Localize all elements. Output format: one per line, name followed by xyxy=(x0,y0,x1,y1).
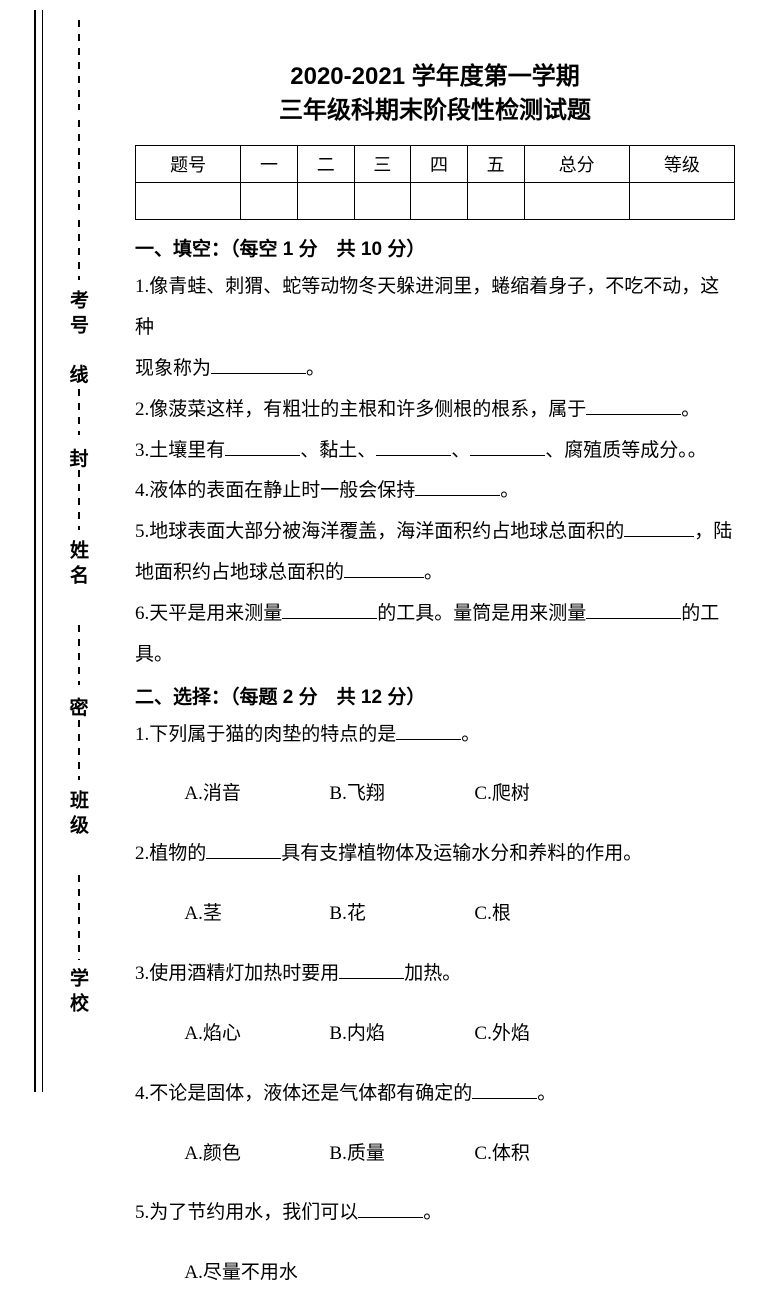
margin-dash-1 xyxy=(78,875,80,960)
blank xyxy=(358,1199,423,1218)
opt-b: B.飞翔 xyxy=(329,774,474,815)
margin-label-name: 姓名 xyxy=(67,540,91,590)
s2-q1-opts: A.消音B.飞翔C.爬树 xyxy=(135,774,735,815)
score-header: 三 xyxy=(354,146,411,183)
margin-label-school: 学校 xyxy=(67,968,91,1018)
opt-c: C.根 xyxy=(474,894,619,935)
blank xyxy=(206,840,281,859)
score-cell xyxy=(524,183,629,220)
blank xyxy=(211,355,306,374)
opt-a: A.茎 xyxy=(184,894,329,935)
page-content: 2020-2021 学年度第一学期 三年级科期末阶段性检测试题 题号 一 二 三… xyxy=(135,60,735,1313)
seal-char-feng: 封 xyxy=(68,444,90,471)
score-cell xyxy=(241,183,298,220)
s2-q4-opts: A.颜色B.质量C.体积 xyxy=(135,1134,735,1175)
blank xyxy=(225,437,300,456)
score-header: 四 xyxy=(411,146,468,183)
margin-outer-line xyxy=(34,10,36,1092)
s2-q5: 5.为了节约用水，我们可以。 xyxy=(135,1193,735,1234)
s2-q1: 1.下列属于猫的肉垫的特点的是。 xyxy=(135,715,735,756)
seal-char-mi: 密 xyxy=(68,693,90,720)
blank xyxy=(376,437,451,456)
blank xyxy=(624,518,694,537)
blank xyxy=(472,1080,537,1099)
score-cell xyxy=(467,183,524,220)
blank xyxy=(282,600,377,619)
margin-dash-8 xyxy=(78,20,80,110)
s1-q1-line1: 1.像青蛙、刺猬、蛇等动物冬天躲进洞里，蜷缩着身子，不吃不动，这种 xyxy=(135,267,735,349)
s2-q2: 2.植物的具有支撑植物体及运输水分和养料的作用。 xyxy=(135,834,735,875)
s1-q4: 4.液体的表面在静止时一般会保持。 xyxy=(135,471,735,512)
opt-a: A.焰心 xyxy=(184,1014,329,1055)
s2-q3: 3.使用酒精灯加热时要用加热。 xyxy=(135,954,735,995)
opt-c: C.爬树 xyxy=(474,774,619,815)
margin-dash-2 xyxy=(78,720,80,780)
blank xyxy=(586,396,681,415)
opt-a: A.消音 xyxy=(184,774,329,815)
s1-q3: 3.土壤里有、黏土、、、腐殖质等成分。。 xyxy=(135,431,735,472)
opt-c: C.外焰 xyxy=(474,1014,619,1055)
s2-q4: 4.不论是固体，液体还是气体都有确定的。 xyxy=(135,1074,735,1115)
section2-title: 二、选择：（每题 2 分 共 12 分） xyxy=(135,682,735,709)
s2-q2-opts: A.茎B.花C.根 xyxy=(135,894,735,935)
margin-label-class: 班级 xyxy=(67,790,91,840)
opt-b: B.花 xyxy=(329,894,474,935)
page-subtitle: 三年级科期末阶段性检测试题 xyxy=(135,94,735,128)
s1-q5-line1: 5.地球表面大部分被海洋覆盖，海洋面积约占地球总面积的，陆 xyxy=(135,512,735,553)
s1-q1-line2: 现象称为。 xyxy=(135,349,735,390)
margin-dash-7 xyxy=(78,120,80,210)
score-header: 等级 xyxy=(629,146,734,183)
seal-char-xian: 线 xyxy=(68,360,90,387)
blank xyxy=(415,477,500,496)
score-cell xyxy=(629,183,734,220)
score-cell xyxy=(411,183,468,220)
table-row xyxy=(136,183,735,220)
score-header: 二 xyxy=(297,146,354,183)
blank xyxy=(470,437,545,456)
score-cell xyxy=(136,183,241,220)
section1-title: 一、填空：（每空 1 分 共 10 分） xyxy=(135,234,735,261)
score-table: 题号 一 二 三 四 五 总分 等级 xyxy=(135,145,735,220)
score-header: 一 xyxy=(241,146,298,183)
blank xyxy=(339,960,404,979)
margin-dash-3 xyxy=(78,625,80,685)
s2-q3-opts: A.焰心B.内焰C.外焰 xyxy=(135,1014,735,1055)
table-row: 题号 一 二 三 四 五 总分 等级 xyxy=(136,146,735,183)
opt-a: A.尽量不用水 xyxy=(184,1253,329,1294)
score-cell xyxy=(297,183,354,220)
blank xyxy=(396,721,461,740)
score-header: 题号 xyxy=(136,146,241,183)
s1-q6-line1: 6.天平是用来测量的工具。量筒是用来测量的工 xyxy=(135,594,735,635)
margin-dash-4 xyxy=(78,470,80,530)
score-header: 五 xyxy=(467,146,524,183)
margin-label-examno: 考号 xyxy=(67,290,91,340)
margin-inner-line xyxy=(42,10,43,1092)
blank xyxy=(344,559,424,578)
s1-q6-line2: 具。 xyxy=(135,635,735,676)
opt-c: C.体积 xyxy=(474,1134,619,1175)
opt-b: B.质量 xyxy=(329,1134,474,1175)
margin-dash-6 xyxy=(78,220,80,280)
binding-margin: 学校 班级 密 姓名 封 考号 线 xyxy=(0,0,120,1102)
opt-b: B.内焰 xyxy=(329,1014,474,1055)
s1-q5-line2: 地面积约占地球总面积的。 xyxy=(135,553,735,594)
s1-q2: 2.像菠菜这样，有粗壮的主根和许多侧根的根系，属于。 xyxy=(135,390,735,431)
page-title: 2020-2021 学年度第一学期 xyxy=(135,60,735,94)
opt-a: A.颜色 xyxy=(184,1134,329,1175)
score-cell xyxy=(354,183,411,220)
s2-q5-opts: A.尽量不用水 xyxy=(135,1253,735,1294)
score-header: 总分 xyxy=(524,146,629,183)
blank xyxy=(586,600,681,619)
